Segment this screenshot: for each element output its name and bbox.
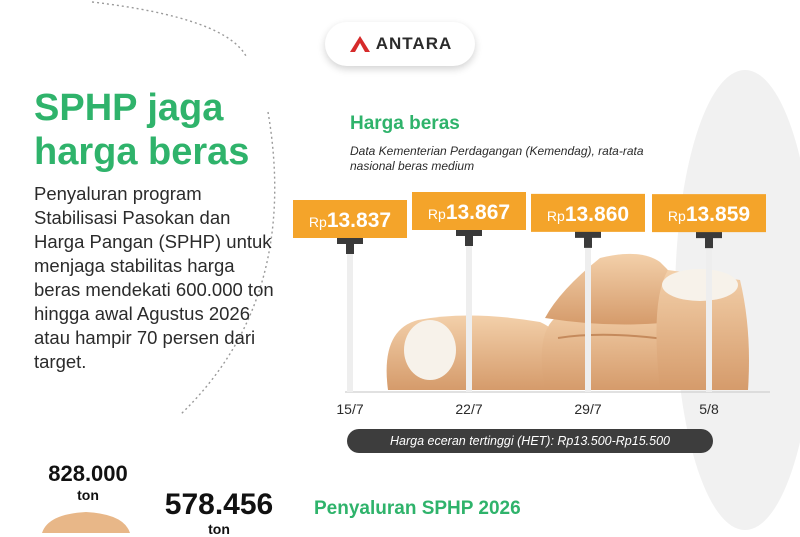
price-pole [347,250,353,392]
price-label: Rp13.859 [668,203,750,226]
price-label: Rp13.860 [547,203,629,226]
chart-subtitle: Data Kementerian Perdagangan (Kemendag),… [350,144,644,173]
price-currency-prefix: Rp [547,208,565,224]
intro-paragraph: Penyaluran program Stabilisasi Pasokan d… [34,183,274,372]
page-title: SPHP jaga harga beras [34,87,250,173]
rice-sacks-illustration [386,253,749,390]
price-value: 13.867 [446,201,510,224]
price-marker-cap [696,230,722,239]
price-marker-cap [337,236,363,244]
chart-title: Harga beras [350,113,460,134]
price-pole [706,244,712,392]
price-marker-cap [575,229,601,238]
logo-text: ANTARA [375,34,453,53]
antara-logo: ANTARA [325,22,475,66]
price-value: 13.859 [686,203,750,226]
price-marker-cap [456,228,482,236]
price-label-box [531,193,645,232]
price-marker-stem [705,236,713,249]
x-tick-label: 15/7 [336,401,363,417]
rice-sack-icon [42,512,130,533]
stock-value: 828.000 [48,461,128,486]
price-value: 13.837 [327,209,391,232]
price-currency-prefix: Rp [309,214,327,230]
x-tick-label: 29/7 [574,401,601,417]
price-value: 13.860 [565,203,629,226]
distribution-unit: ton [208,521,230,537]
price-marker-stem [584,235,592,248]
price-marker-stem [465,234,473,246]
antara-logo-icon [349,36,370,52]
price-pole [585,243,591,392]
price-currency-prefix: Rp [668,208,686,224]
price-currency-prefix: Rp [428,206,446,222]
price-label-box [293,200,407,238]
section-title: Penyaluran SPHP 2026 [314,498,521,519]
x-tick-label: 22/7 [455,401,482,417]
het-badge: Harga eceran tertinggi (HET): Rp13.500-R… [347,429,713,453]
price-label: Rp13.867 [428,201,510,224]
price-marker-stem [346,242,354,254]
price-label-box [412,192,526,230]
stock-unit: ton [77,487,99,503]
price-pole [466,242,472,392]
price-label: Rp13.837 [309,209,391,232]
distribution-value: 578.456 [164,488,274,521]
x-tick-label: 5/8 [699,401,719,417]
price-label-box [652,194,766,233]
